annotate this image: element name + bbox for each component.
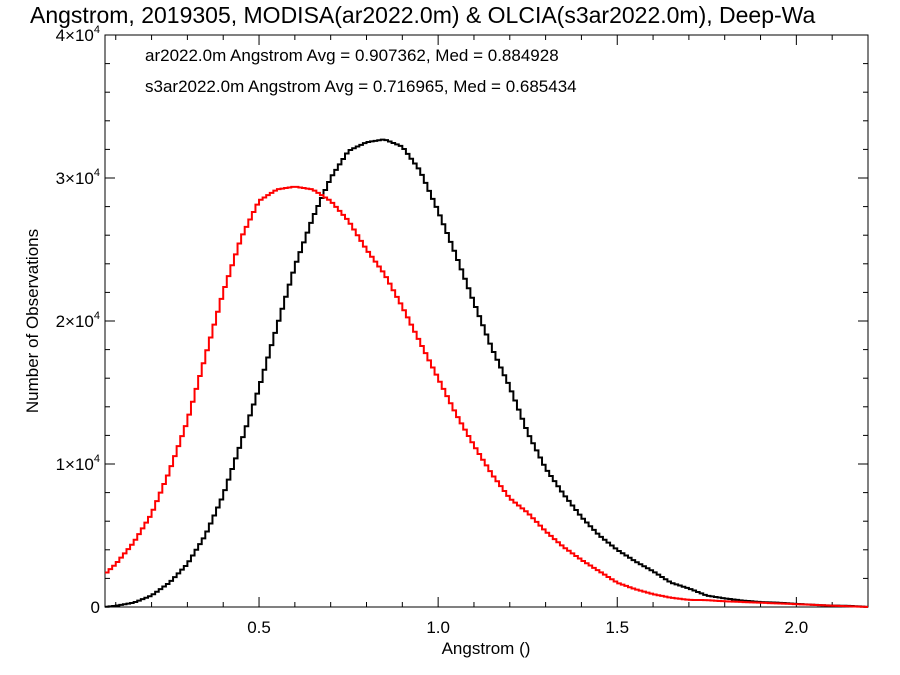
series-line-s3ar2022	[105, 185, 868, 608]
legend: ar2022.0m Angstrom Avg = 0.907362, Med =…	[145, 46, 577, 96]
y-tick-label: 1×104	[56, 453, 100, 474]
chart-title: Angstrom, 2019305, MODISA(ar2022.0m) & O…	[30, 2, 816, 28]
axis-ticks	[105, 34, 869, 608]
y-tick-label: 4×104	[56, 24, 100, 45]
x-tick-labels: 0.5 1.0 1.5 2.0	[247, 618, 808, 637]
y-tick-labels: 0 1×104 2×104 3×104 4×104	[56, 24, 100, 617]
y-tick-label: 3×104	[56, 167, 100, 188]
x-tick-label: 2.0	[785, 618, 809, 637]
x-tick-label: 0.5	[247, 618, 271, 637]
x-axis-label: Angstrom ()	[442, 639, 531, 658]
y-tick-label: 0	[91, 598, 100, 617]
plot-frame	[104, 34, 869, 608]
legend-entry-s3ar2022: s3ar2022.0m Angstrom Avg = 0.716965, Med…	[145, 77, 577, 96]
x-tick-label: 1.0	[426, 618, 450, 637]
y-tick-label: 2×104	[56, 310, 100, 331]
y-axis-label: Number of Observations	[23, 229, 42, 413]
series-line-ar2022	[105, 138, 868, 608]
x-tick-label: 1.5	[605, 618, 629, 637]
legend-entry-ar2022: ar2022.0m Angstrom Avg = 0.907362, Med =…	[145, 46, 559, 65]
series-layer	[105, 138, 868, 608]
